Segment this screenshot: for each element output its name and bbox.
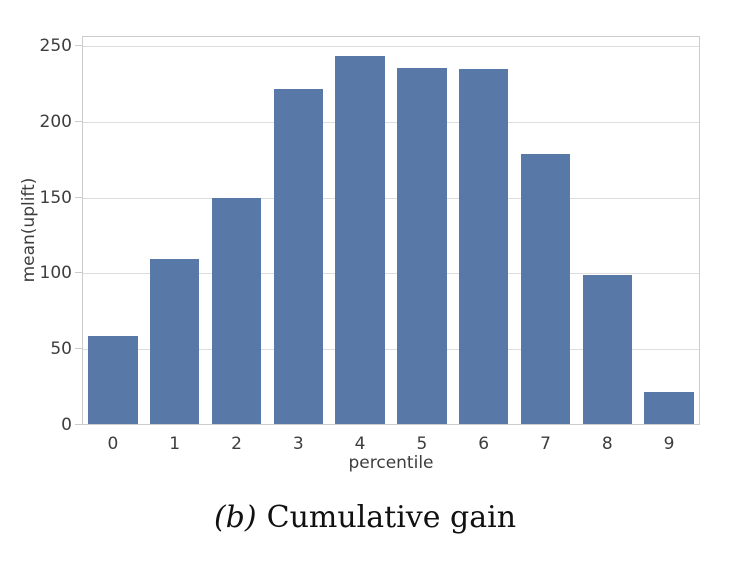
x-tick-label: 9: [663, 434, 675, 454]
y-tick-mark: [75, 45, 82, 46]
x-axis-title: percentile: [348, 453, 434, 473]
x-tick-label: 1: [169, 434, 181, 454]
bar: [88, 336, 138, 424]
caption-open-paren: (: [213, 500, 226, 535]
x-tick-label: 7: [540, 434, 551, 454]
y-tick-label: 200: [39, 111, 72, 132]
x-tick-label: 2: [231, 434, 242, 454]
y-tick-mark: [75, 424, 82, 425]
bar: [273, 88, 324, 424]
y-tick-mark: [75, 348, 82, 350]
y-tick-label: 0: [61, 415, 72, 435]
caption-index: (b): [214, 500, 257, 535]
bar: [149, 258, 200, 424]
caption-close-paren: ): [244, 500, 257, 535]
gridline: [83, 273, 699, 275]
x-tick-label: 3: [292, 434, 304, 454]
gridline: [83, 349, 699, 351]
x-tick-label: 6: [478, 434, 490, 454]
caption-letter: b: [225, 500, 245, 535]
bar: [211, 198, 262, 424]
bar: [582, 275, 633, 424]
bar: [397, 67, 447, 424]
gridline: [83, 197, 699, 199]
gridline: [83, 46, 699, 47]
y-tick-label: 50: [50, 339, 72, 360]
figure-caption: (b) Cumulative gain: [0, 500, 730, 535]
caption-text: Cumulative gain: [266, 500, 517, 535]
bar: [520, 154, 571, 424]
y-tick-mark: [75, 272, 82, 274]
y-tick-mark: [75, 120, 82, 122]
y-tick-label: 250: [39, 36, 72, 56]
x-tick-label: 5: [416, 434, 428, 454]
plot-area: [82, 36, 700, 425]
x-tick-label: 4: [354, 434, 366, 454]
y-tick-label: 100: [39, 263, 72, 284]
bar: [644, 392, 694, 424]
y-tick-mark: [75, 196, 82, 198]
x-tick-label: 0: [107, 434, 119, 454]
x-tick-label: 8: [601, 434, 613, 454]
bar: [458, 69, 509, 424]
y-tick-label: 150: [39, 187, 72, 208]
gridline: [83, 121, 699, 123]
bar: [335, 55, 385, 424]
